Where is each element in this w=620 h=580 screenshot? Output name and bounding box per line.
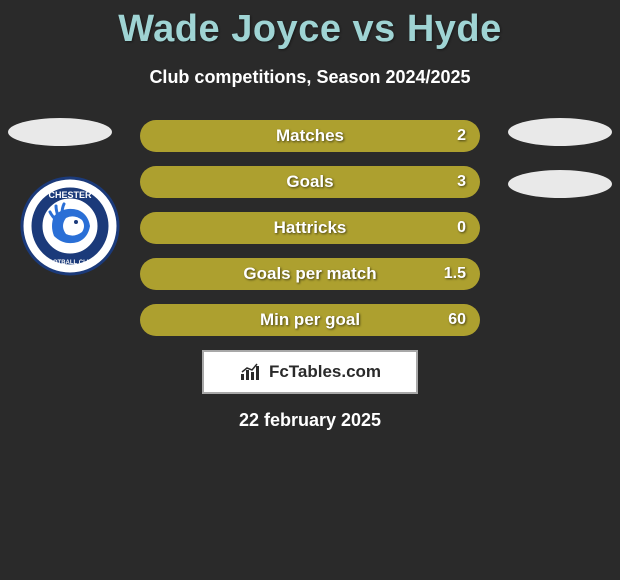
brand-chart-icon	[239, 362, 263, 382]
svg-text:CHESTER: CHESTER	[48, 190, 92, 200]
right-placeholder-oval-2	[508, 170, 612, 198]
right-placeholder-oval-1	[508, 118, 612, 146]
stat-value: 1.5	[444, 265, 466, 283]
stats-area: CHESTER FOOTBALL CLUB Matches 2 Goals 3	[0, 120, 620, 431]
stat-row-goals-per-match: Goals per match 1.5	[140, 258, 480, 290]
stat-row-hattricks: Hattricks 0	[140, 212, 480, 244]
club-badge: CHESTER FOOTBALL CLUB	[20, 176, 120, 276]
stat-label: Goals per match	[243, 264, 376, 284]
stat-label: Hattricks	[274, 218, 347, 238]
stat-rows: Matches 2 Goals 3 Hattricks 0 Goals per …	[140, 120, 480, 336]
club-badge-svg: CHESTER FOOTBALL CLUB	[20, 176, 120, 276]
infographic-container: Wade Joyce vs Hyde Club competitions, Se…	[0, 0, 620, 431]
stat-label: Matches	[276, 126, 344, 146]
stat-label: Goals	[286, 172, 333, 192]
season-subtitle: Club competitions, Season 2024/2025	[0, 67, 620, 88]
stat-row-goals: Goals 3	[140, 166, 480, 198]
brand-text: FcTables.com	[269, 362, 381, 382]
stat-value: 0	[457, 219, 466, 237]
date-text: 22 february 2025	[0, 410, 620, 431]
stat-value: 3	[457, 173, 466, 191]
svg-text:FOOTBALL CLUB: FOOTBALL CLUB	[45, 260, 97, 266]
left-placeholder-oval	[8, 118, 112, 146]
stat-value: 60	[448, 311, 466, 329]
stat-row-matches: Matches 2	[140, 120, 480, 152]
stat-label: Min per goal	[260, 310, 360, 330]
brand-box[interactable]: FcTables.com	[202, 350, 418, 394]
stat-row-min-per-goal: Min per goal 60	[140, 304, 480, 336]
stat-value: 2	[457, 127, 466, 145]
page-title: Wade Joyce vs Hyde	[0, 8, 620, 51]
